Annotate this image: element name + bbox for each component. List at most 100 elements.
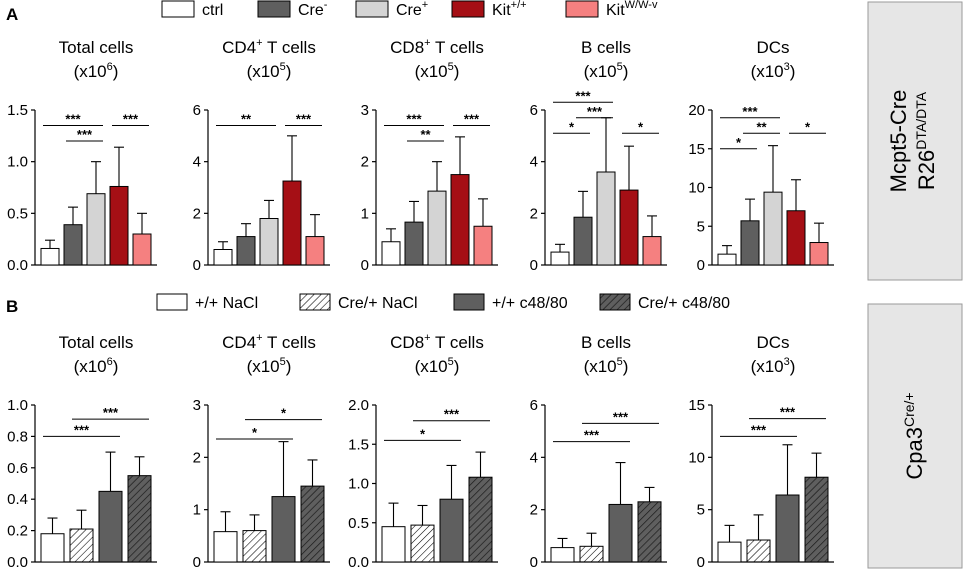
bar-2 bbox=[69, 528, 94, 563]
legend-sup-cre_minus: - bbox=[324, 0, 328, 11]
chart-title-sup: + bbox=[256, 37, 262, 49]
significance-label-1: *** bbox=[65, 112, 81, 127]
significance-label-2: ** bbox=[420, 127, 431, 142]
chart-unit-close: ) bbox=[454, 357, 460, 376]
legend-swatch-nacl_wt bbox=[156, 293, 188, 311]
bar-1 bbox=[213, 249, 233, 266]
y-tick-label: 1 bbox=[193, 502, 201, 519]
y-tick-label: 0.5 bbox=[348, 515, 369, 532]
bar-1 bbox=[381, 526, 406, 563]
bar-3 bbox=[596, 171, 616, 266]
y-tick-label: 0.0 bbox=[7, 257, 28, 274]
bar-2 bbox=[404, 221, 424, 266]
chart-unit-close: ) bbox=[286, 357, 292, 376]
legend-panel-a: ctrl Cre- Cre+ Kit+/+ KitW/W-v bbox=[161, 0, 658, 19]
bar-1 bbox=[40, 533, 65, 563]
chart-unit-exp: 5 bbox=[280, 356, 286, 368]
bar-1 bbox=[717, 541, 742, 563]
bar-4 bbox=[450, 174, 470, 266]
legend-label-kit_wt: Kit+/+ bbox=[492, 0, 527, 19]
chart-unit: (x106) bbox=[74, 61, 119, 81]
side-label-a-line1: Mcpt5-Cre bbox=[886, 90, 911, 193]
y-tick-label: 0.0 bbox=[348, 554, 369, 570]
bar-2 bbox=[242, 530, 267, 563]
y-tick-label: 4 bbox=[193, 154, 201, 171]
legend-swatch-nacl_cre bbox=[299, 293, 331, 311]
chart-unit: (x105) bbox=[415, 356, 460, 376]
legend-label-cre_minus: Cre- bbox=[298, 0, 328, 19]
chart-title-text: B cells bbox=[581, 38, 631, 57]
chart-title-text: DCs bbox=[756, 38, 789, 57]
legend-swatch-c48_wt bbox=[453, 293, 485, 311]
y-tick-label: 10 bbox=[688, 449, 705, 466]
chart-title-rest: T cells bbox=[431, 38, 484, 57]
chart-title: DCs bbox=[756, 333, 789, 352]
chart-unit-base: (x10 bbox=[751, 357, 784, 376]
y-tick-label: 20 bbox=[688, 102, 705, 119]
chart-title-sup: + bbox=[424, 332, 430, 344]
chart-unit-exp: 5 bbox=[448, 61, 454, 73]
bar-5 bbox=[809, 242, 829, 266]
legend-text-cre_plus: Cre bbox=[396, 2, 422, 19]
y-tick-label: 3 bbox=[361, 102, 369, 119]
y-tick-label: 0.2 bbox=[7, 523, 28, 540]
bar-3 bbox=[86, 193, 106, 266]
significance-label-2: *** bbox=[587, 104, 603, 119]
y-tick-label: 15 bbox=[688, 141, 705, 158]
y-tick-label: 5 bbox=[697, 502, 705, 519]
y-tick-label: 0 bbox=[193, 257, 201, 274]
bar-3 bbox=[271, 496, 296, 563]
chart-unit: (x103) bbox=[751, 356, 796, 376]
legend-swatch-c48_cre bbox=[599, 293, 631, 311]
bar-3 bbox=[427, 190, 447, 266]
significance-label-1: * bbox=[420, 426, 426, 441]
bar-3 bbox=[763, 191, 783, 266]
bar-2 bbox=[63, 224, 83, 266]
chart-unit-close: ) bbox=[790, 62, 796, 81]
chart-unit-base: (x10 bbox=[74, 62, 107, 81]
significance-label-2: *** bbox=[613, 409, 629, 424]
chart-unit: (x105) bbox=[247, 356, 292, 376]
chart-title-text: Total cells bbox=[59, 38, 134, 57]
bar-3 bbox=[608, 503, 633, 563]
y-tick-label: 0 bbox=[530, 554, 538, 570]
chart-title: CD8+ T cells bbox=[390, 332, 484, 352]
bar-1 bbox=[550, 547, 575, 563]
y-tick-label: 6 bbox=[530, 102, 538, 119]
significance-label-2: ** bbox=[756, 119, 767, 134]
side-label-b-base: Cpa3 bbox=[902, 427, 927, 480]
significance-label-1: *** bbox=[742, 104, 758, 119]
chart-unit-exp: 5 bbox=[617, 61, 623, 73]
bar-2 bbox=[746, 539, 771, 563]
legend-text-cre_minus: Cre bbox=[298, 2, 324, 19]
legend-sup-kit_wt: +/+ bbox=[511, 0, 527, 11]
bar-4 bbox=[282, 180, 302, 266]
chart-title-text: CD4 bbox=[222, 38, 256, 57]
chart-unit-close: ) bbox=[113, 357, 119, 376]
y-tick-label: 2 bbox=[530, 205, 538, 222]
bar-2 bbox=[579, 545, 604, 563]
chart-unit-close: ) bbox=[623, 357, 629, 376]
chart-title: DCs bbox=[756, 38, 789, 57]
bar-1 bbox=[213, 531, 238, 563]
y-tick-label: 0 bbox=[530, 257, 538, 274]
bar-1 bbox=[40, 247, 60, 266]
y-tick-label: 0.4 bbox=[7, 491, 28, 508]
legend-text-kit_wt: Kit bbox=[492, 2, 511, 19]
bar-4 bbox=[619, 189, 639, 266]
chart-unit-base: (x10 bbox=[584, 357, 617, 376]
significance-label-2: *** bbox=[296, 112, 312, 127]
bar-4 bbox=[109, 185, 129, 266]
bar-1 bbox=[550, 251, 570, 266]
legend-label-kit_wwv: KitW/W-v bbox=[606, 0, 658, 19]
y-tick-label: 2 bbox=[193, 449, 201, 466]
significance-label-4: * bbox=[805, 119, 811, 134]
legend-panel-b: +/+ NaCl Cre/+ NaCl +/+ c48/80 Cre/+ c48/80 bbox=[156, 293, 730, 312]
chart-title: CD4+ T cells bbox=[222, 37, 316, 57]
legend-label-c48_wt: +/+ c48/80 bbox=[492, 295, 568, 312]
y-tick-label: 6 bbox=[530, 397, 538, 414]
chart-unit-exp: 3 bbox=[784, 61, 790, 73]
